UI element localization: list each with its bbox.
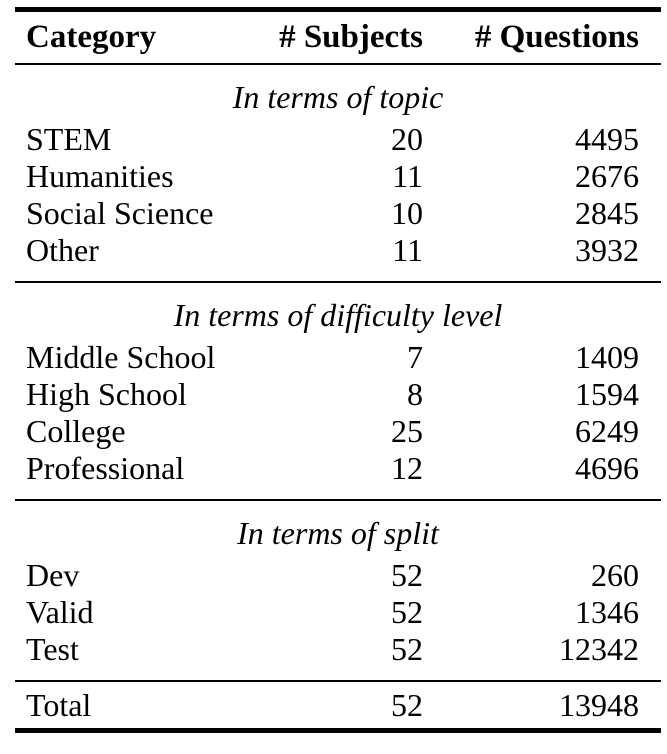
subjects-cell: 25 [391, 413, 423, 449]
category-cell: Other [26, 232, 99, 268]
table-row: Other 11 3932 [15, 232, 661, 282]
category-cell: Middle School [26, 339, 216, 375]
table-row: College 25 6249 [15, 413, 661, 450]
total-label: Total [26, 686, 92, 723]
column-header-questions: # Questions [474, 19, 639, 55]
table-row: Middle School 7 1409 [15, 339, 661, 376]
section-split: In terms of split Dev 52 260 Valid 52 13… [15, 500, 661, 681]
subjects-cell: 11 [392, 158, 423, 194]
questions-cell: 260 [591, 557, 639, 593]
category-cell: College [26, 413, 126, 449]
section-title-row: In terms of difficulty level [15, 282, 661, 339]
questions-cell: 4495 [575, 121, 639, 157]
table-row: High School 8 1594 [15, 376, 661, 413]
section-title-row: In terms of split [15, 500, 661, 557]
subjects-cell: 20 [391, 121, 423, 157]
subjects-cell: 52 [391, 631, 423, 667]
category-cell: Humanities [26, 158, 174, 194]
category-cell: STEM [26, 121, 112, 157]
section-title-split: In terms of split [237, 515, 439, 551]
subjects-cell: 52 [391, 557, 423, 593]
table-header-row: Category # Subjects # Questions [15, 10, 661, 64]
table-row: Humanities 11 2676 [15, 158, 661, 195]
subjects-cell: 10 [391, 195, 423, 231]
questions-cell: 2845 [575, 195, 639, 231]
table-row: Valid 52 1346 [15, 594, 661, 631]
category-cell: Social Science [26, 195, 214, 231]
section-topic: In terms of topic STEM 20 4495 Humanitie… [15, 64, 661, 282]
category-cell: Valid [26, 594, 94, 630]
section-title-row: In terms of topic [15, 64, 661, 121]
total-section: Total 52 13948 [15, 681, 661, 731]
category-cell: Professional [26, 450, 185, 486]
subjects-cell: 7 [407, 339, 423, 375]
subjects-cell: 11 [392, 232, 423, 268]
questions-cell: 3932 [575, 232, 639, 268]
column-header-category: Category [26, 19, 157, 55]
questions-cell: 1409 [575, 339, 639, 375]
total-questions: 13948 [559, 686, 639, 723]
section-difficulty: In terms of difficulty level Middle Scho… [15, 282, 661, 500]
section-title-difficulty: In terms of difficulty level [173, 297, 503, 333]
section-title-topic: In terms of topic [232, 79, 444, 115]
table-row: Professional 12 4696 [15, 450, 661, 500]
dataset-statistics-table: Category # Subjects # Questions In terms… [15, 7, 661, 733]
questions-cell: 1346 [575, 594, 639, 630]
table-header: Category # Subjects # Questions [15, 10, 661, 64]
questions-cell: 4696 [575, 450, 639, 486]
table-row: Dev 52 260 [15, 557, 661, 594]
subjects-cell: 12 [391, 450, 423, 486]
category-cell: High School [26, 376, 187, 412]
category-cell: Dev [26, 557, 80, 593]
column-header-subjects: # Subjects [279, 19, 423, 55]
subjects-cell: 8 [407, 376, 423, 412]
total-row: Total 52 13948 [15, 681, 661, 731]
table-row: Test 52 12342 [15, 631, 661, 681]
category-cell: Test [26, 631, 79, 667]
questions-cell: 2676 [575, 158, 639, 194]
subjects-cell: 52 [391, 594, 423, 630]
table-row: STEM 20 4495 [15, 121, 661, 158]
questions-cell: 12342 [559, 631, 639, 667]
table-row: Social Science 10 2845 [15, 195, 661, 232]
questions-cell: 1594 [575, 376, 639, 412]
total-subjects: 52 [391, 686, 423, 723]
questions-cell: 6249 [575, 413, 639, 449]
